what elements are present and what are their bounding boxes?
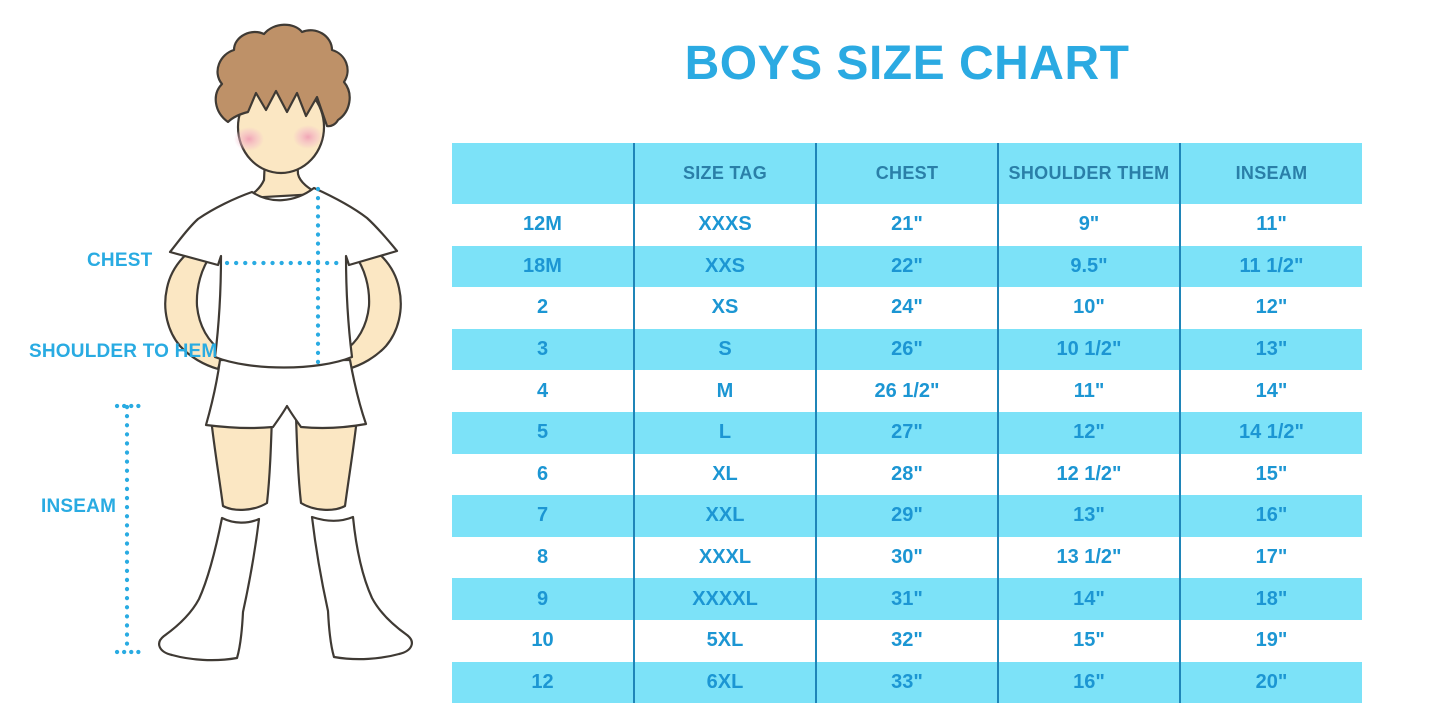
table-cell: 2 (452, 287, 634, 329)
table-cell: 22" (815, 245, 998, 288)
table-cell: 13" (997, 495, 1180, 537)
table-row: 7 XXL 29" 13" 16" (452, 495, 1362, 537)
table-row: 8 XXXL 30" 13 1/2" 17" (452, 536, 1362, 579)
boy-sock-right (310, 515, 413, 661)
boy-shorts (204, 358, 368, 430)
table-cell: 6XL (633, 661, 816, 704)
boy-illustration (114, 23, 413, 662)
chest-label: CHEST (87, 250, 153, 271)
header-cell-inseam: INSEAM (1179, 143, 1362, 204)
table-cell: 3 (452, 328, 634, 371)
table-cell: 7 (452, 495, 634, 537)
table-cell: 18" (1179, 578, 1362, 620)
table-cell: L (633, 411, 816, 454)
table-cell: 11" (1179, 204, 1362, 246)
table-cell: 19" (1179, 619, 1362, 662)
header-cell-empty (452, 143, 634, 204)
table-row: 12 6XL 33" 16" 20" (452, 661, 1362, 704)
table-cell: 16" (1179, 495, 1362, 537)
table-cell: S (633, 328, 816, 371)
table-row: 9 XXXXL 31" 14" 18" (452, 578, 1362, 620)
table-cell: 6 (452, 453, 634, 496)
table-cell: 12" (1179, 287, 1362, 329)
table-row: 12M XXXS 21" 9" 11" (452, 204, 1362, 246)
table-cell: 8 (452, 536, 634, 579)
table-row: 18M XXS 22" 9.5" 11 1/2" (452, 245, 1362, 288)
table-cell: 14 1/2" (1179, 411, 1362, 454)
page-title: BOYS SIZE CHART (684, 37, 1130, 90)
boy-cheek-left (234, 127, 264, 151)
table-row: 5 L 27" 12" 14 1/2" (452, 411, 1362, 454)
table-cell: 21" (815, 204, 998, 246)
table-row: 4 M 26 1/2" 11" 14" (452, 370, 1362, 412)
table-header-row: SIZE TAG CHEST SHOULDER THEM INSEAM (452, 143, 1362, 204)
boy-cheek-right (293, 125, 323, 149)
table-cell: 16" (997, 661, 1180, 704)
table-cell: XXS (633, 245, 816, 288)
table-cell: 4 (452, 370, 634, 412)
boy-arm-right (341, 238, 402, 371)
table-cell: 32" (815, 619, 998, 662)
table-cell: XXL (633, 495, 816, 537)
table-cell: 14" (1179, 370, 1362, 412)
table-header: SIZE TAG CHEST SHOULDER THEM INSEAM (452, 143, 1362, 204)
boy-hair (214, 23, 351, 128)
table-cell: M (633, 370, 816, 412)
table-row: 3 S 26" 10 1/2" 13" (452, 328, 1362, 371)
table-cell: 12" (997, 411, 1180, 454)
table-cell: 9 (452, 578, 634, 620)
table-cell: XXXL (633, 536, 816, 579)
table-cell: XXXS (633, 204, 816, 246)
table-cell: 29" (815, 495, 998, 537)
header-cell-chest: CHEST (815, 143, 998, 204)
table-cell: 12 (452, 661, 634, 704)
table-cell: 28" (815, 453, 998, 496)
table-cell: 17" (1179, 536, 1362, 579)
table-cell: 31" (815, 578, 998, 620)
table-cell: 20" (1179, 661, 1362, 704)
table-cell: 9.5" (997, 245, 1180, 288)
table-cell: 18M (452, 245, 634, 288)
table-cell: 9" (997, 204, 1180, 246)
table-cell: 26" (815, 328, 998, 371)
table-cell: 12M (452, 204, 634, 246)
table-cell: 27" (815, 411, 998, 454)
table-cell: 11 1/2" (1179, 245, 1362, 288)
table-cell: 14" (997, 578, 1180, 620)
table-cell: 10 1/2" (997, 328, 1180, 371)
table-cell: 13" (1179, 328, 1362, 371)
boy-sock-left (158, 516, 261, 662)
table-cell: 11" (997, 370, 1180, 412)
table-cell: 15" (997, 619, 1180, 662)
table-cell: 5 (452, 411, 634, 454)
table-row: 10 5XL 32" 15" 19" (452, 619, 1362, 662)
header-cell-shoulder: SHOULDER THEM (997, 143, 1180, 204)
shoulder-to-hem-label: SHOULDER TO HEM (29, 341, 218, 362)
table-cell: 5XL (633, 619, 816, 662)
table-cell: 26 1/2" (815, 370, 998, 412)
table-cell: XXXXL (633, 578, 816, 620)
boy-leg-left (209, 414, 274, 511)
table-cell: 10 (452, 619, 634, 662)
boy-arm-left (164, 238, 225, 371)
table-cell: 10" (997, 287, 1180, 329)
table-cell: 15" (1179, 453, 1362, 496)
table-cell: XS (633, 287, 816, 329)
table-cell: 30" (815, 536, 998, 579)
boy-shirt (168, 186, 399, 369)
boy-leg-right (294, 414, 359, 511)
size-chart-table: SIZE TAG CHEST SHOULDER THEM INSEAM 12M X… (452, 143, 1362, 704)
table-cell: 33" (815, 661, 998, 704)
table-cell: 12 1/2" (997, 453, 1180, 496)
table-row: 2 XS 24" 10" 12" (452, 287, 1362, 329)
table-cell: XL (633, 453, 816, 496)
header-cell-size-tag: SIZE TAG (633, 143, 816, 204)
table-cell: 24" (815, 287, 998, 329)
table-row: 6 XL 28" 12 1/2" 15" (452, 453, 1362, 496)
table-cell: 13 1/2" (997, 536, 1180, 579)
size-table-body: 12M XXXS 21" 9" 11" 18M XXS 22" 9.5" 11 1/2" 2 XS 24… (452, 204, 1362, 704)
inseam-label: INSEAM (41, 496, 117, 517)
